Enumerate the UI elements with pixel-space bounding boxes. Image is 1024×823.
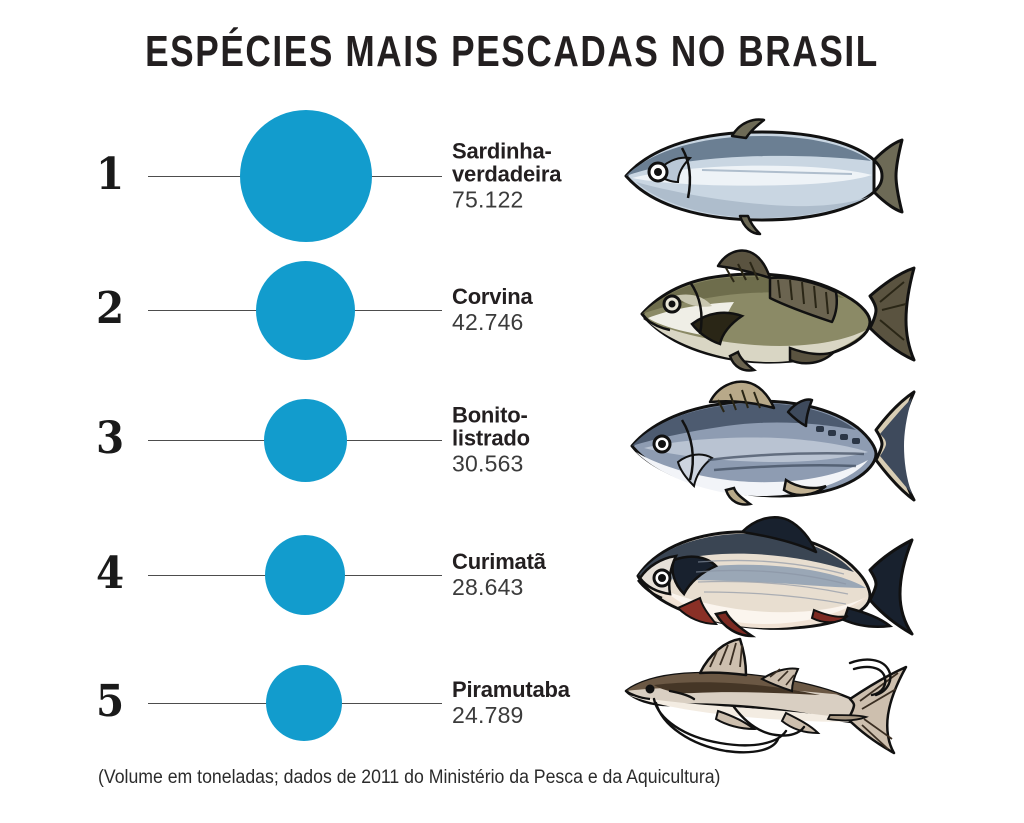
page-title: ESPÉCIES MAIS PESCADAS NO BRASIL (145, 27, 879, 76)
species-volume: 28.643 (452, 574, 524, 600)
row-labels: Piramutaba 24.789 (452, 678, 627, 728)
row-labels: Sardinha- verdadeira 75.122 (452, 140, 627, 213)
curimata-fish-icon (618, 514, 918, 640)
catfish-piramutaba-icon (614, 633, 924, 757)
rank-number: 4 (96, 548, 125, 599)
species-volume: 30.563 (452, 450, 524, 477)
species-volume: 24.789 (452, 702, 524, 728)
volume-bubble (266, 665, 342, 741)
species-name: Sardinha- verdadeira (452, 138, 562, 187)
species-name: Bonito- listrado (452, 402, 530, 451)
row-labels: Bonito- listrado 30.563 (452, 404, 627, 477)
volume-bubble (264, 399, 347, 482)
skipjack-tuna-fish-icon (618, 378, 918, 506)
footnote-source: (Volume em toneladas; dados de 2011 do M… (98, 767, 721, 788)
volume-bubble (256, 261, 355, 360)
sardine-fish-icon (612, 116, 904, 236)
row-labels: Curimatã 28.643 (452, 550, 627, 600)
species-name: Curimatã (452, 549, 546, 574)
row-labels: Corvina 42.746 (452, 285, 627, 335)
species-volume: 42.746 (452, 309, 524, 335)
rank-number: 2 (96, 283, 125, 334)
volume-bubble (240, 110, 372, 242)
species-name: Corvina (452, 284, 533, 309)
species-name: Piramutaba (452, 677, 570, 702)
volume-bubble (265, 535, 345, 615)
rank-number: 1 (96, 149, 125, 200)
rank-number: 3 (96, 413, 125, 464)
species-volume: 75.122 (452, 186, 524, 213)
rank-number: 5 (96, 676, 125, 727)
croaker-fish-icon (630, 248, 918, 372)
